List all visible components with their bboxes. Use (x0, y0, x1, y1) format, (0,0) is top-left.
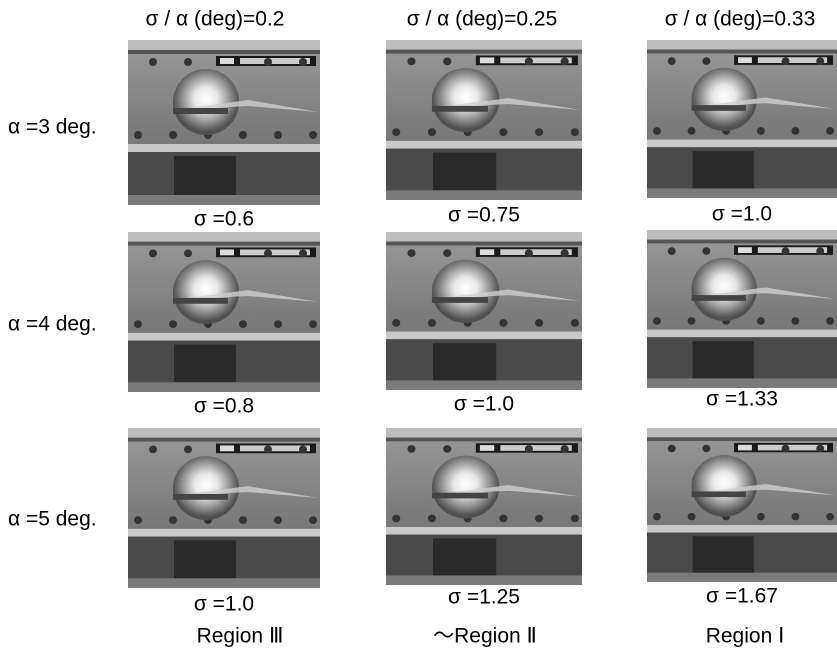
photo (647, 40, 837, 198)
column-header: σ / α (deg)=0.2 (146, 8, 285, 31)
photo (647, 428, 837, 582)
caption: σ =0.75 (448, 204, 520, 227)
panel-grid: σ / α (deg)=0.2 σ / α (deg)=0.25 σ / α (de… (8, 8, 837, 648)
caption: σ =1.0 (712, 203, 772, 226)
photo (386, 428, 582, 585)
row-label: α =5 deg. (8, 508, 97, 531)
caption: σ =1.25 (448, 586, 520, 609)
column-header: σ / α (deg)=0.33 (665, 8, 816, 31)
region-label: Region Ⅰ (706, 625, 785, 648)
caption: σ =1.0 (194, 593, 254, 616)
caption: σ =1.67 (706, 585, 778, 608)
photo (386, 232, 582, 390)
photo (128, 40, 320, 205)
region-label: Region Ⅲ (197, 625, 284, 648)
caption: σ =1.0 (454, 393, 514, 416)
caption: σ =0.6 (194, 208, 254, 231)
caption: σ =1.33 (706, 388, 778, 411)
row-label: α =3 deg. (8, 116, 97, 139)
photo (128, 428, 320, 588)
column-header: σ / α (deg)=0.25 (407, 8, 558, 31)
row-label: α =4 deg. (8, 313, 97, 336)
caption: σ =0.8 (194, 395, 254, 418)
photo (128, 232, 320, 392)
region-label: ～Region Ⅱ (433, 625, 537, 648)
photo (647, 230, 837, 388)
photo (386, 40, 582, 200)
